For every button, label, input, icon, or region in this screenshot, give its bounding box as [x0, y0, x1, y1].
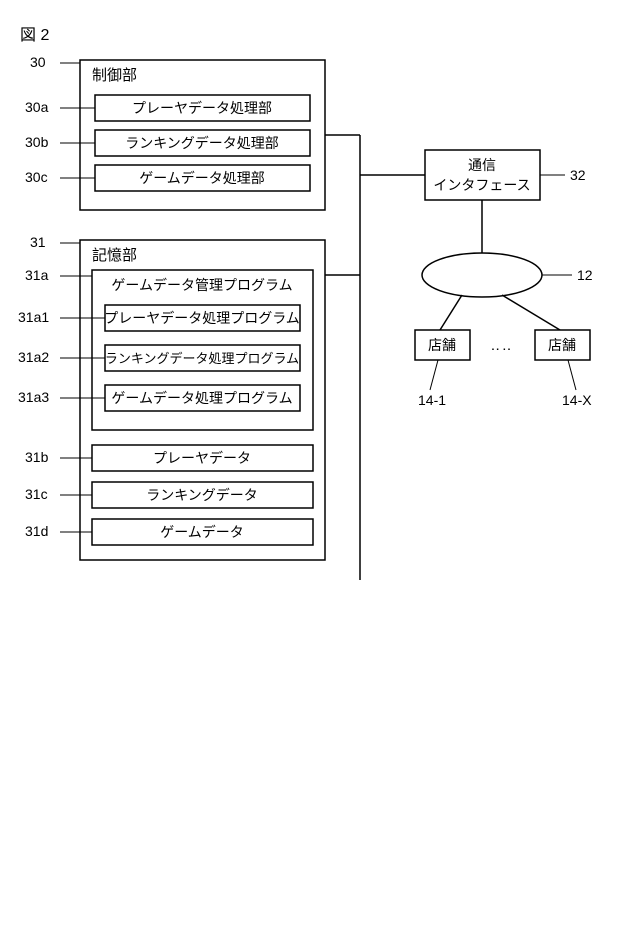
ref-31a1: 31a1	[18, 309, 49, 325]
control-item-2-label: ゲームデータ処理部	[139, 170, 265, 186]
ref-31a2: 31a2	[18, 349, 49, 365]
bus-lines	[325, 135, 425, 580]
ref-30: 30	[30, 54, 46, 70]
comm-if-line2: インタフェース	[433, 177, 530, 193]
comm-interface-block: 通信 インタフェース 32	[425, 150, 586, 200]
ref-31d: 31d	[25, 523, 48, 539]
control-item-0-label: プレーヤデータ処理部	[132, 100, 272, 116]
storage-block-title: 記憶部	[92, 247, 137, 264]
network-node: 12	[422, 253, 593, 297]
ref-14-X: 14-X	[562, 392, 592, 408]
ref-31b: 31b	[25, 449, 49, 465]
figure-label: 図 2	[20, 27, 49, 44]
program-item-0-label: プレーヤデータ処理プログラム	[104, 310, 300, 326]
diagram-canvas: 図 2 制御部 プレーヤデータ処理部 ランキングデータ処理部 ゲームデータ処理部…	[0, 0, 640, 941]
ref-31c: 31c	[25, 486, 48, 502]
ref-14-1: 14-1	[418, 392, 446, 408]
ref-31a: 31a	[25, 267, 49, 283]
data-item-1-label: ランキングデータ	[146, 487, 258, 503]
ref-30c: 30c	[25, 169, 48, 185]
data-item-0-label: プレーヤデータ	[153, 450, 251, 466]
storage-block: 記憶部 ゲームデータ管理プログラム プレーヤデータ処理プログラム ランキングデー…	[80, 240, 325, 560]
program-group-title: ゲームデータ管理プログラム	[111, 277, 292, 293]
ref-31: 31	[30, 234, 46, 250]
ref-30a: 30a	[25, 99, 49, 115]
store-dots: ‥‥	[491, 337, 514, 353]
control-item-1-label: ランキングデータ処理部	[125, 135, 279, 151]
ref-12: 12	[577, 267, 593, 283]
stores: 店舗 店舗 ‥‥ 14-1 14-X	[415, 330, 592, 408]
network-branches	[440, 295, 560, 330]
ref-31a3: 31a3	[18, 389, 49, 405]
control-block: 制御部 プレーヤデータ処理部 ランキングデータ処理部 ゲームデータ処理部	[80, 60, 325, 210]
data-item-2-label: ゲームデータ	[160, 524, 244, 540]
ref-30b: 30b	[25, 134, 49, 150]
control-block-title: 制御部	[92, 67, 137, 84]
program-item-2-label: ゲームデータ処理プログラム	[111, 390, 292, 406]
program-item-1-label: ランキングデータ処理プログラム	[105, 351, 299, 366]
comm-if-line1: 通信	[468, 157, 496, 173]
store-right-label: 店舗	[548, 337, 576, 353]
store-left-label: 店舗	[428, 337, 456, 353]
ref-32: 32	[570, 167, 586, 183]
